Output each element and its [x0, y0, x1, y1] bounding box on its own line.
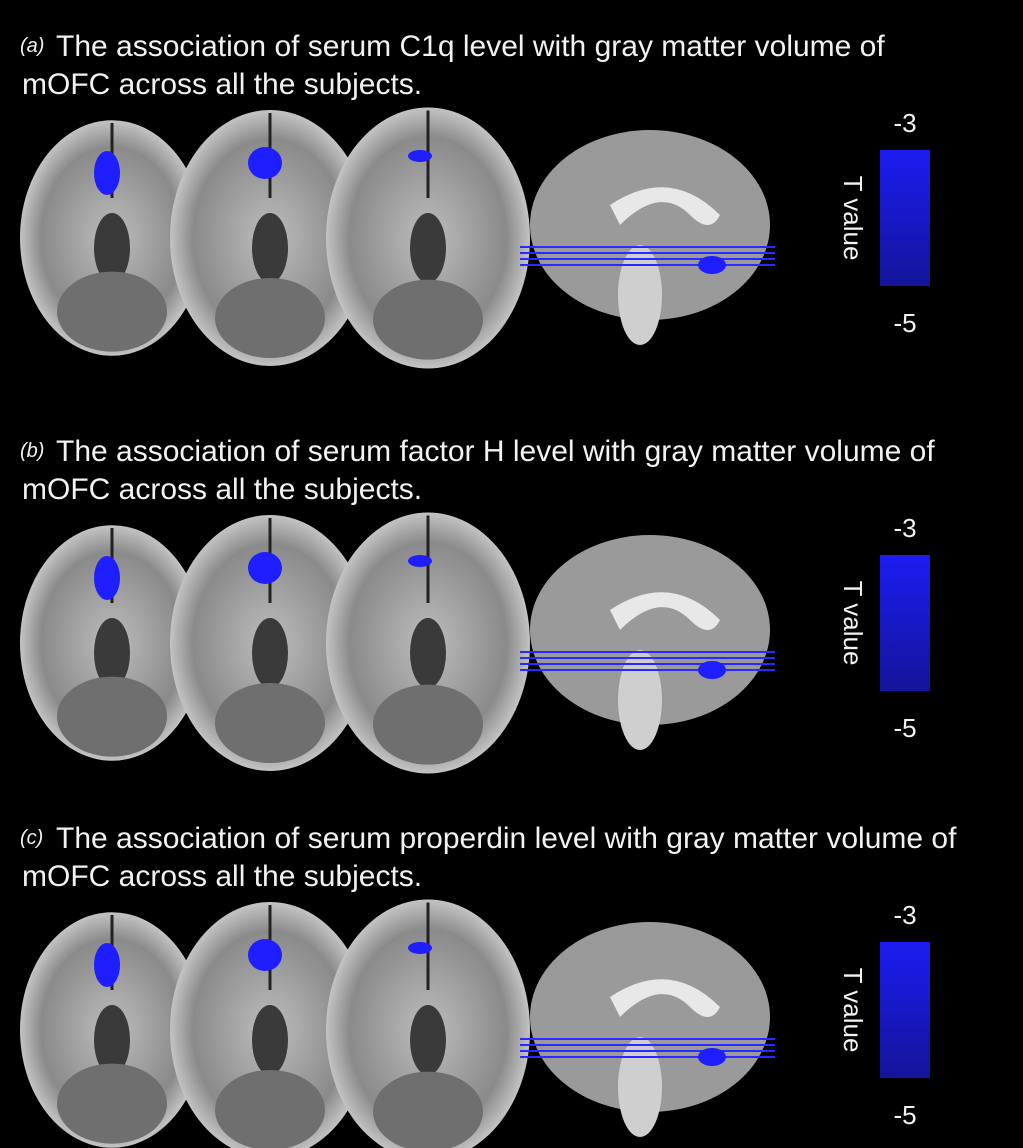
activation-blob — [408, 942, 432, 954]
caption-line: The association of serum factor H level … — [56, 435, 935, 468]
colorbar-top: -3 — [893, 900, 916, 930]
colorbar-bottom: -5 — [893, 713, 916, 743]
colorbar-bottom: -5 — [893, 1100, 916, 1130]
colorbar — [880, 942, 930, 1078]
panel-label: (c) — [20, 827, 43, 849]
cerebellum — [373, 280, 483, 360]
activation-blob — [248, 552, 282, 584]
activation-blob — [94, 556, 120, 600]
ventricle — [252, 1005, 288, 1075]
cerebellum — [57, 272, 167, 352]
cerebellum — [373, 1072, 483, 1148]
cerebellum — [57, 1064, 167, 1144]
ventricle — [252, 213, 288, 283]
panel-label: (b) — [20, 440, 44, 462]
activation-blob — [94, 943, 120, 987]
colorbar — [880, 150, 930, 286]
colorbar-title: T value — [838, 581, 868, 666]
activation-blob — [408, 555, 432, 567]
panel-label: (a) — [20, 35, 44, 57]
colorbar-bottom: -5 — [893, 308, 916, 338]
colorbar-top: -3 — [893, 108, 916, 138]
colorbar-title: T value — [838, 968, 868, 1053]
axial-slice — [326, 107, 530, 368]
ventricle — [410, 618, 446, 688]
cerebellum — [57, 677, 167, 757]
activation-blob — [408, 150, 432, 162]
caption-line: The association of serum properdin level… — [56, 822, 957, 855]
caption-line: mOFC across all the subjects. — [22, 860, 422, 893]
colorbar-top: -3 — [893, 513, 916, 543]
cerebellum — [373, 685, 483, 765]
ventricle — [410, 1005, 446, 1075]
ventricle — [252, 618, 288, 688]
axial-slice — [326, 512, 530, 773]
ventricle — [410, 213, 446, 283]
colorbar-title: T value — [838, 176, 868, 261]
activation-blob — [698, 1048, 726, 1066]
activation-blob — [698, 661, 726, 679]
cerebellum — [215, 683, 325, 763]
activation-blob — [94, 151, 120, 195]
activation-blob — [248, 147, 282, 179]
caption-line: mOFC across all the subjects. — [22, 473, 422, 506]
caption-line: mOFC across all the subjects. — [22, 68, 422, 101]
cerebellum — [215, 278, 325, 358]
caption-line: The association of serum C1q level with … — [56, 30, 885, 63]
activation-blob — [698, 256, 726, 274]
page: (a) The association of serum C1q level wi… — [0, 0, 1023, 1148]
cerebellum — [215, 1070, 325, 1148]
figure: (a) The association of serum C1q level wi… — [0, 0, 1023, 1148]
colorbar — [880, 555, 930, 691]
activation-blob — [248, 939, 282, 971]
